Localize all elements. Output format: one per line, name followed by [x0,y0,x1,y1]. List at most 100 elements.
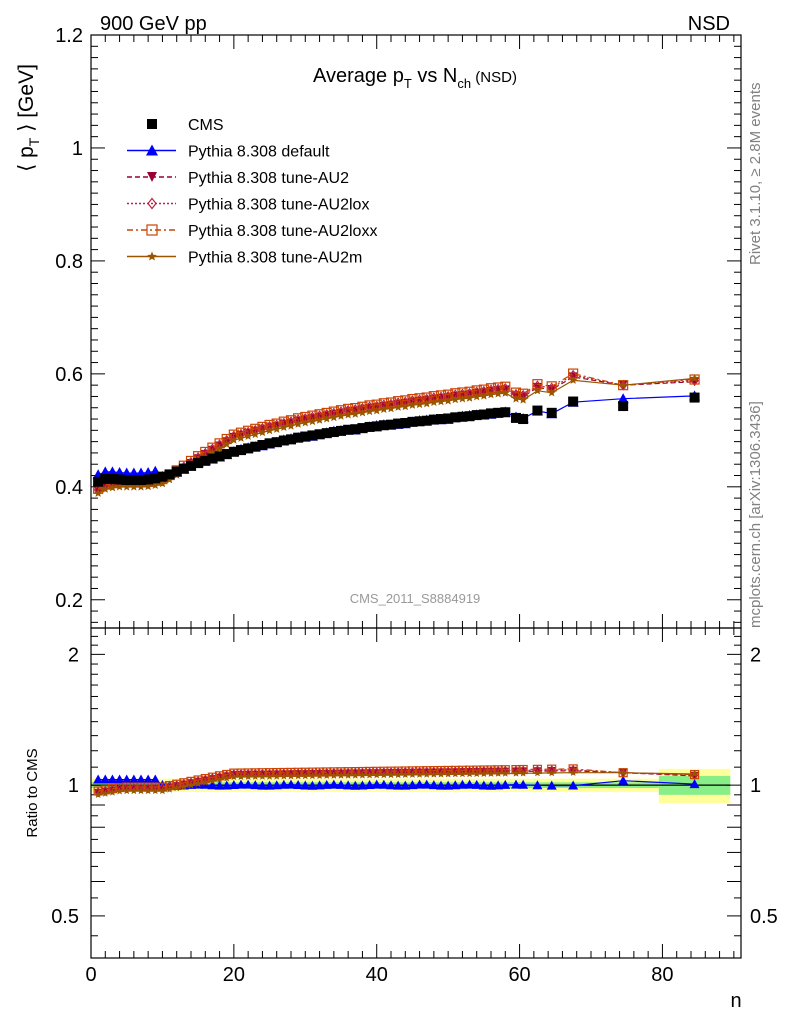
cms-point [193,458,204,469]
default-point [100,774,111,784]
cms-point [257,440,268,451]
collision-label: 900 GeV pp [100,13,207,35]
au2m-point [458,394,467,403]
au2m-point [365,407,374,416]
cms-point [186,460,196,471]
au2m-point [180,782,188,790]
series-line [97,377,695,494]
default-point [207,780,218,790]
au2m-point [322,771,331,779]
cms-point [293,432,304,443]
default-point [518,779,529,789]
au2m-point [308,771,317,780]
y-tick-label: 0.6 [55,364,83,386]
au2m-point [137,786,145,795]
au2m-point [336,411,346,420]
x-tick-label: 80 [651,964,673,986]
cms-point [414,416,425,427]
default-point [618,775,629,785]
au2m-point [618,380,628,389]
au2m-point [351,771,360,779]
au2m-point [401,770,410,778]
default-point [689,779,700,789]
default-point [511,779,521,789]
au2m-point [101,789,110,797]
cms-point [428,414,439,425]
default-point [106,466,118,477]
au2m-point [315,415,324,424]
legend: CMS Pythia 8.308 default Pythia 8.308 tune… [127,117,377,267]
rivet-version-label: Rivet 3.1.10, ≥ 2.8M events [747,83,764,266]
default-point [457,779,468,789]
cms-point [147,119,157,129]
au2m-point [244,772,252,780]
au2m-point [437,770,445,778]
au2-point [147,172,157,182]
cms-point [357,423,368,434]
default-point [321,779,332,789]
default-point [257,780,268,790]
cms-point [511,412,521,423]
default-point [421,779,432,789]
au2m-point [358,408,367,417]
cms-point [532,405,543,416]
au2m-point [458,770,467,778]
au2m-point [122,482,131,491]
au2m-point [365,771,374,779]
au2m-point [122,786,131,795]
au2m-point [465,393,474,402]
y-tick-label: 1.2 [55,25,83,47]
legend-label: Pythia 8.308 tune-AU2loxx [188,223,377,240]
cms-point [518,414,529,425]
au2m-point [415,770,424,778]
ratio-series-line [98,768,695,792]
cms-point [378,420,389,431]
default-point [314,780,325,790]
cms-point [364,421,375,432]
au2m-point [429,397,439,406]
au2m-point [444,770,452,778]
au2m-point [430,770,438,778]
y-axis-label: ⟨ pT ⟩ [GeV] [15,64,42,172]
au2m-point [501,388,510,397]
cms-point [471,410,482,421]
cms-point [421,415,432,426]
au2m-point [208,777,217,785]
ratio-tick-label: 0.5 [51,906,79,928]
default-point [271,780,282,790]
au2m-point [690,373,699,382]
au2m-point [94,790,102,798]
au2m-point [115,482,124,491]
default-point [617,393,629,404]
default-point [136,774,146,784]
cms-point [486,408,496,419]
au2m-point [436,397,446,406]
default-point [300,780,311,790]
au2m-point [422,399,431,408]
ratio-tick-label: 1 [68,775,79,797]
au2m-point [165,785,174,793]
au2m-point [386,404,396,413]
cms-point [157,471,168,482]
au2m-point [472,392,481,401]
au2m-point [351,409,360,418]
cms-point [286,434,296,445]
au2m-point [358,771,367,779]
cms-point [400,417,411,428]
default-point [121,774,132,784]
au2m-point [265,426,274,435]
default-point [114,774,125,784]
default-point [364,779,375,789]
au2m-point [387,770,395,779]
au2m-point [129,482,139,491]
cms-point [457,411,468,422]
cms-point [228,446,239,457]
cms-point [243,443,254,454]
au2m-point [236,433,246,442]
au2m-point [151,786,160,795]
au2m-point [286,421,296,430]
au2m-point [344,771,352,779]
cms-point [328,427,339,438]
default-point [99,466,111,477]
